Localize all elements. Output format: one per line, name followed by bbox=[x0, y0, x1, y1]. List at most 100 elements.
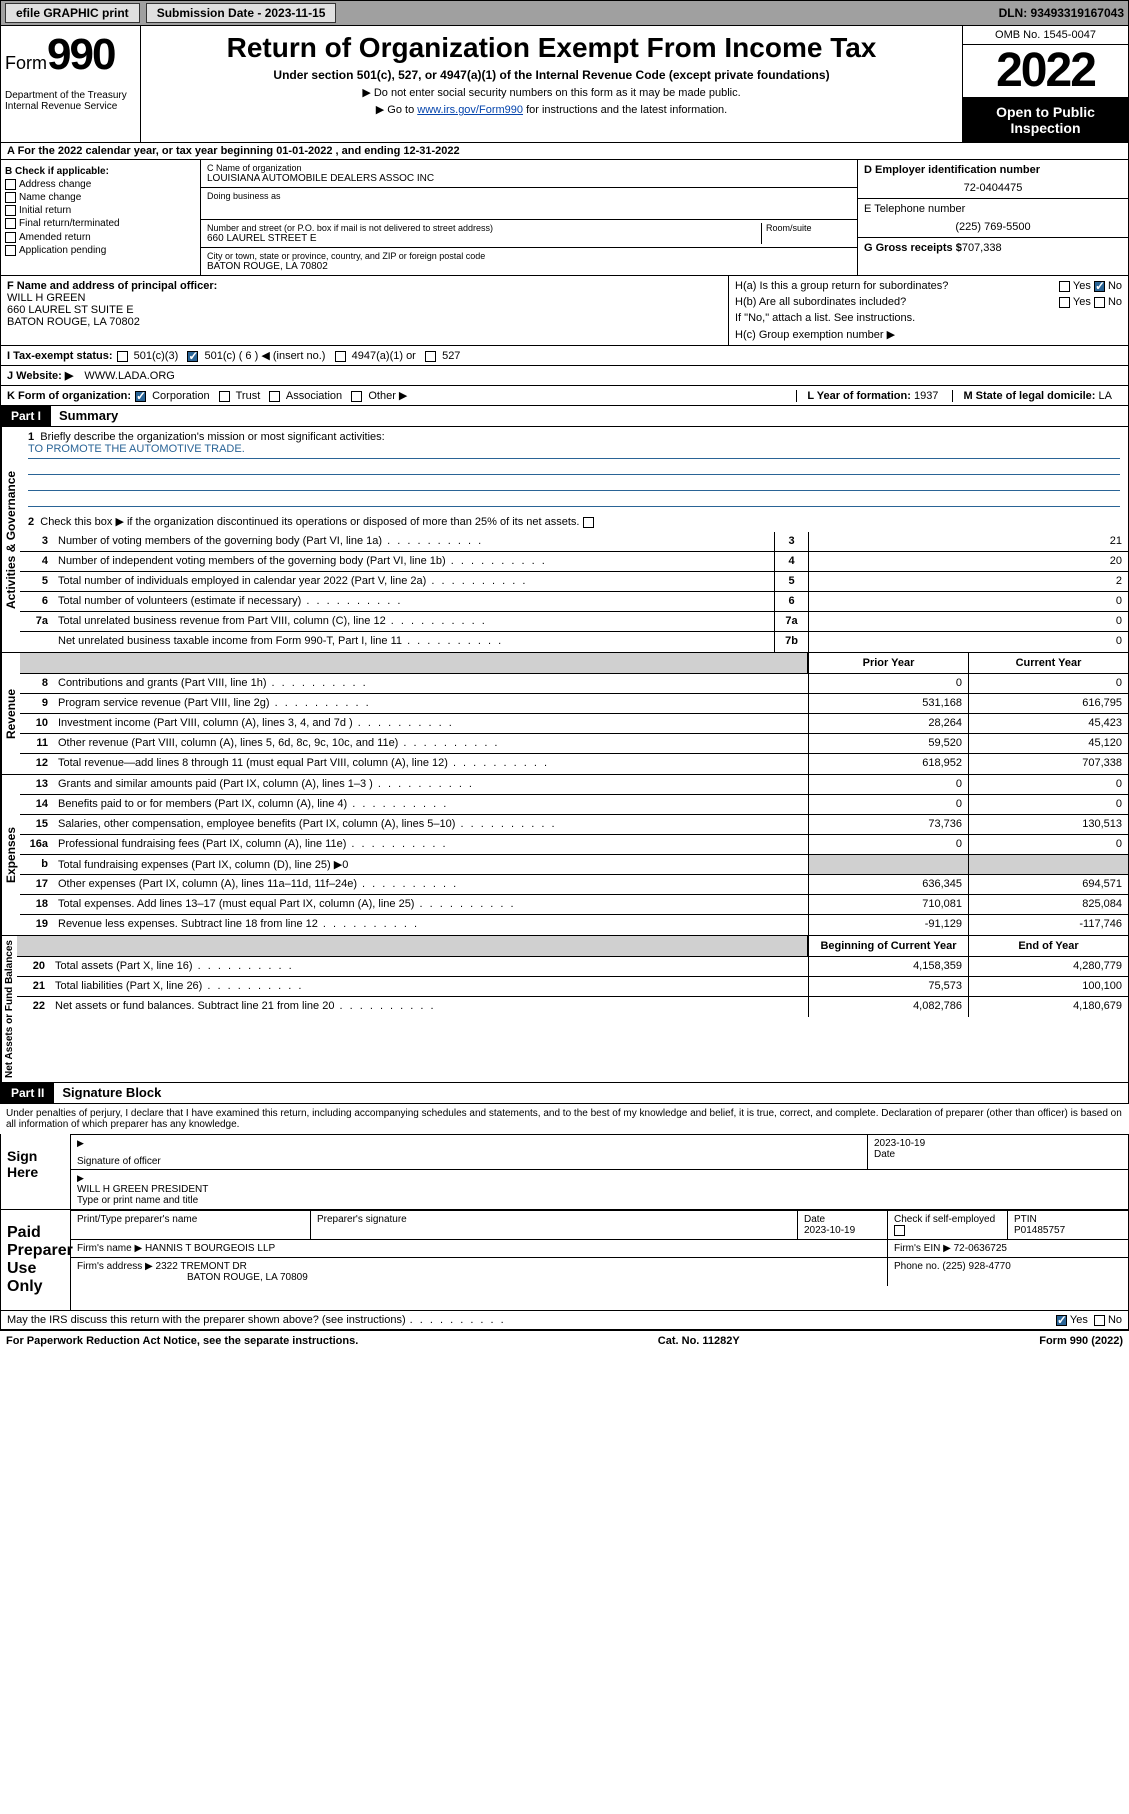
dln: DLN: 93493319167043 bbox=[999, 6, 1124, 20]
gross-receipts: 707,338 bbox=[962, 242, 1002, 254]
checkbox-final-return-terminated[interactable]: Final return/terminated bbox=[5, 218, 196, 229]
efile-btn[interactable]: efile GRAPHIC print bbox=[5, 3, 140, 23]
tax-status-opt[interactable]: 501(c)(3) bbox=[117, 350, 188, 362]
table-row: 5Total number of individuals employed in… bbox=[20, 572, 1128, 592]
vtab-net: Net Assets or Fund Balances bbox=[1, 936, 17, 1082]
note-link: ▶ Go to www.irs.gov/Form990 for instruct… bbox=[149, 103, 954, 116]
paid-preparer-section: Paid Preparer Use Only Print/Type prepar… bbox=[0, 1210, 1129, 1311]
checkbox-application-pending[interactable]: Application pending bbox=[5, 245, 196, 256]
org-name: LOUISIANA AUTOMOBILE DEALERS ASSOC INC bbox=[207, 173, 851, 184]
part2-bar: Part IISignature Block bbox=[0, 1083, 1129, 1104]
box-f: F Name and address of principal officer:… bbox=[1, 276, 728, 345]
page-footer: For Paperwork Reduction Act Notice, see … bbox=[0, 1330, 1129, 1351]
table-row: 21Total liabilities (Part X, line 26)75,… bbox=[17, 977, 1128, 997]
row-a-period: A For the 2022 calendar year, or tax yea… bbox=[0, 143, 1129, 160]
note-ssn: ▶ Do not enter social security numbers o… bbox=[149, 86, 954, 99]
omb: OMB No. 1545-0047 bbox=[963, 26, 1128, 45]
submission-date: Submission Date - 2023-11-15 bbox=[146, 3, 337, 23]
table-row: 6Total number of volunteers (estimate if… bbox=[20, 592, 1128, 612]
col-end: End of Year bbox=[968, 936, 1128, 956]
org-address: 660 LAUREL STREET E bbox=[207, 233, 761, 244]
table-row: 10Investment income (Part VIII, column (… bbox=[20, 714, 1128, 734]
vtab-ag: Activities & Governance bbox=[1, 427, 20, 652]
checkbox-amended-return[interactable]: Amended return bbox=[5, 232, 196, 243]
dept: Department of the Treasury Internal Reve… bbox=[5, 90, 136, 112]
perjury-decl: Under penalties of perjury, I declare th… bbox=[0, 1104, 1129, 1134]
box-de: D Employer identification number 72-0404… bbox=[858, 160, 1128, 275]
ptin: P01485757 bbox=[1014, 1225, 1065, 1236]
activities-governance: Activities & Governance 1 Briefly descri… bbox=[0, 427, 1129, 653]
table-row: 16aProfessional fundraising fees (Part I… bbox=[20, 835, 1128, 855]
table-row: bTotal fundraising expenses (Part IX, co… bbox=[20, 855, 1128, 875]
form-number: 990 bbox=[47, 30, 114, 79]
col-current: Current Year bbox=[968, 653, 1128, 673]
table-row: 19Revenue less expenses. Subtract line 1… bbox=[20, 915, 1128, 935]
mission-text: TO PROMOTE THE AUTOMOTIVE TRADE. bbox=[28, 443, 1120, 459]
row-klm: K Form of organization: Corporation Trus… bbox=[0, 386, 1129, 406]
revenue-section: Revenue Prior Year Current Year 8Contrib… bbox=[0, 653, 1129, 775]
table-row: 8Contributions and grants (Part VIII, li… bbox=[20, 674, 1128, 694]
firm-ein: 72-0636725 bbox=[954, 1243, 1007, 1254]
table-row: 13Grants and similar amounts paid (Part … bbox=[20, 775, 1128, 795]
sign-here-label: Sign Here bbox=[1, 1134, 71, 1209]
netassets-section: Net Assets or Fund Balances Beginning of… bbox=[0, 936, 1129, 1083]
sign-here-section: Sign Here Signature of officer 2023-10-1… bbox=[0, 1134, 1129, 1210]
discuss-row: May the IRS discuss this return with the… bbox=[0, 1311, 1129, 1330]
tax-status-opt[interactable]: 4947(a)(1) or bbox=[335, 350, 425, 362]
open-inspection: Open to Public Inspection bbox=[963, 98, 1128, 142]
footer-left: For Paperwork Reduction Act Notice, see … bbox=[6, 1335, 358, 1347]
table-row: 12Total revenue—add lines 8 through 11 (… bbox=[20, 754, 1128, 774]
table-row: 4Number of independent voting members of… bbox=[20, 552, 1128, 572]
table-row: Net unrelated business taxable income fr… bbox=[20, 632, 1128, 652]
checkbox-initial-return[interactable]: Initial return bbox=[5, 205, 196, 216]
row-i: I Tax-exempt status: 501(c)(3) 501(c) ( … bbox=[0, 346, 1129, 366]
firm-name: HANNIS T BOURGEOIS LLP bbox=[145, 1243, 275, 1254]
org-form-opt[interactable]: Corporation bbox=[135, 390, 219, 402]
form-header: Form990 Department of the Treasury Inter… bbox=[0, 26, 1129, 143]
table-row: 18Total expenses. Add lines 13–17 (must … bbox=[20, 895, 1128, 915]
officer-name: WILL H GREEN PRESIDENT bbox=[77, 1184, 1122, 1195]
form-title: Return of Organization Exempt From Incom… bbox=[149, 32, 954, 64]
table-row: 17Other expenses (Part IX, column (A), l… bbox=[20, 875, 1128, 895]
form-label: Form bbox=[5, 53, 47, 73]
table-row: 9Program service revenue (Part VIII, lin… bbox=[20, 694, 1128, 714]
paid-prep-label: Paid Preparer Use Only bbox=[1, 1210, 71, 1310]
tax-status-opt[interactable]: 527 bbox=[425, 350, 470, 362]
top-bar: efile GRAPHIC print Submission Date - 20… bbox=[0, 0, 1129, 26]
form-subtitle: Under section 501(c), 527, or 4947(a)(1)… bbox=[149, 68, 954, 82]
part1-bar: Part ISummary bbox=[0, 406, 1129, 427]
ein: 72-0404475 bbox=[864, 182, 1122, 194]
box-b: B Check if applicable: Address changeNam… bbox=[1, 160, 201, 275]
expenses-section: Expenses 13Grants and similar amounts pa… bbox=[0, 775, 1129, 936]
col-prior: Prior Year bbox=[808, 653, 968, 673]
section-identity: B Check if applicable: Address changeNam… bbox=[0, 160, 1129, 276]
org-form-opt[interactable]: Trust bbox=[219, 390, 270, 402]
checkbox-address-change[interactable]: Address change bbox=[5, 179, 196, 190]
checkbox-name-change[interactable]: Name change bbox=[5, 192, 196, 203]
footer-right: Form 990 (2022) bbox=[1039, 1335, 1123, 1347]
mission-block: 1 Briefly describe the organization's mi… bbox=[20, 427, 1128, 511]
col-beg: Beginning of Current Year bbox=[808, 936, 968, 956]
table-row: 14Benefits paid to or for members (Part … bbox=[20, 795, 1128, 815]
phone: (225) 769-5500 bbox=[864, 221, 1122, 233]
tax-year: 2022 bbox=[963, 45, 1128, 98]
table-row: 20Total assets (Part X, line 16)4,158,35… bbox=[17, 957, 1128, 977]
footer-mid: Cat. No. 11282Y bbox=[658, 1335, 740, 1347]
table-row: 11Other revenue (Part VIII, column (A), … bbox=[20, 734, 1128, 754]
box-h: H(a) Is this a group return for subordin… bbox=[728, 276, 1128, 345]
org-city: BATON ROUGE, LA 70802 bbox=[207, 261, 851, 272]
row-j: J Website: ▶ WWW.LADA.ORG bbox=[0, 366, 1129, 386]
section-fh: F Name and address of principal officer:… bbox=[0, 276, 1129, 346]
box-c: C Name of organization LOUISIANA AUTOMOB… bbox=[201, 160, 858, 275]
irs-link[interactable]: www.irs.gov/Form990 bbox=[417, 104, 523, 116]
org-form-opt[interactable]: Other ▶ bbox=[351, 390, 416, 402]
table-row: 22Net assets or fund balances. Subtract … bbox=[17, 997, 1128, 1017]
website: WWW.LADA.ORG bbox=[84, 370, 174, 382]
firm-phone: (225) 928-4770 bbox=[942, 1261, 1010, 1272]
table-row: 7aTotal unrelated business revenue from … bbox=[20, 612, 1128, 632]
table-row: 15Salaries, other compensation, employee… bbox=[20, 815, 1128, 835]
tax-status-opt[interactable]: 501(c) ( 6 ) ◀ (insert no.) bbox=[187, 350, 334, 362]
vtab-rev: Revenue bbox=[1, 653, 20, 774]
vtab-exp: Expenses bbox=[1, 775, 20, 935]
org-form-opt[interactable]: Association bbox=[269, 390, 351, 402]
